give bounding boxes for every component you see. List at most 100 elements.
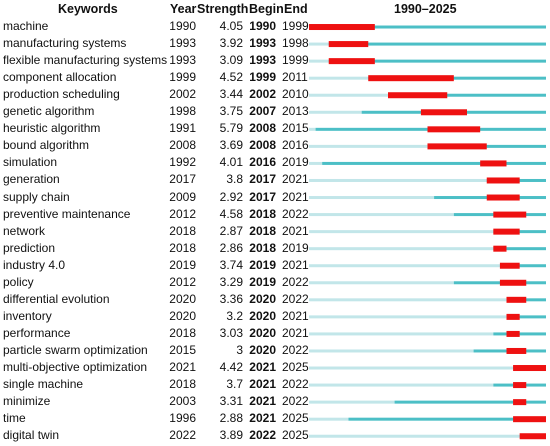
- keyword-cell: performance: [3, 325, 71, 340]
- table-row: minimize 2003 3.31 2021 2022: [0, 393, 550, 410]
- strength-cell: 4.05: [219, 19, 243, 33]
- table-row: simulation 1992 4.01 2016 2019: [0, 154, 550, 171]
- active-segment: [394, 400, 546, 404]
- active-segment: [348, 417, 546, 421]
- header-keywords: Keywords: [58, 2, 118, 16]
- end-cell: 2019: [282, 240, 309, 255]
- end-cell: 2025: [282, 360, 309, 374]
- strength-cell: 2.92: [219, 189, 243, 204]
- year-cell: 2008: [169, 138, 196, 153]
- active-segment: [368, 76, 546, 80]
- begin-cell: 2021: [249, 360, 276, 374]
- active-segment: [453, 281, 546, 285]
- keyword-cell: component allocation: [3, 70, 117, 85]
- inactive-segment: [309, 366, 514, 370]
- active-segment: [388, 93, 546, 97]
- keyword-cell: genetic algorithm: [3, 104, 95, 119]
- inactive-segment: [309, 264, 500, 268]
- begin-cell: 1993: [249, 53, 276, 68]
- burst-bar: [513, 382, 527, 389]
- inactive-segment: [309, 161, 323, 165]
- year-cell: 1991: [169, 121, 196, 136]
- table-row: machine 1990 4.05 1990 1999: [0, 18, 550, 35]
- burst-bar: [388, 92, 448, 99]
- inactive-segment: [309, 178, 487, 182]
- strength-cell: 4.01: [219, 155, 243, 170]
- keyword-cell: industry 4.0: [3, 257, 66, 272]
- header-year: Year: [170, 2, 197, 16]
- begin-cell: 2022: [249, 428, 276, 443]
- header-end: End: [284, 2, 308, 16]
- end-cell: 1999: [282, 19, 309, 33]
- end-cell: 2021: [282, 189, 309, 204]
- strength-cell: 3.7: [226, 377, 243, 392]
- year-cell: 2020: [169, 291, 196, 306]
- strength-cell: 3.69: [219, 138, 243, 153]
- end-cell: 2022: [282, 394, 309, 409]
- keyword-cell: minimize: [3, 394, 51, 409]
- strength-cell: 5.79: [219, 121, 243, 136]
- keyword-cell: time: [3, 411, 26, 426]
- begin-cell: 2020: [249, 291, 276, 306]
- keyword-cell: single machine: [3, 377, 84, 392]
- strength-cell: 3.29: [219, 274, 243, 289]
- burst-bar: [493, 228, 520, 235]
- strength-cell: 3.03: [219, 325, 243, 340]
- begin-cell: 2007: [249, 104, 276, 119]
- year-cell: 2021: [169, 360, 196, 374]
- table-row: bound algorithm 2008 3.69 2008 2016: [0, 137, 550, 154]
- burst-bar: [493, 211, 527, 218]
- keyword-cell: preventive maintenance: [3, 206, 131, 221]
- strength-cell: 3.8: [226, 172, 243, 187]
- begin-cell: 2018: [249, 240, 276, 255]
- year-cell: 2018: [169, 240, 196, 255]
- year-cell: 2017: [169, 172, 196, 187]
- burst-bar: [519, 433, 546, 440]
- burst-bar: [427, 126, 481, 133]
- year-cell: 1990: [169, 19, 196, 33]
- keyword-cell: network: [3, 223, 46, 238]
- end-cell: 2010: [282, 87, 309, 102]
- begin-cell: 2017: [249, 172, 276, 187]
- keyword-cell: generation: [3, 172, 60, 187]
- inactive-segment: [309, 434, 520, 438]
- year-cell: 1996: [169, 411, 196, 426]
- table-row: component allocation 1999 4.52 1999 2011: [0, 69, 550, 86]
- year-cell: 1993: [169, 36, 196, 51]
- end-cell: 2022: [282, 342, 309, 357]
- strength-cell: 4.42: [219, 360, 243, 374]
- begin-cell: 2008: [249, 138, 276, 153]
- burst-bar: [506, 313, 520, 320]
- begin-cell: 2019: [249, 274, 276, 289]
- header-timeline-range: 1990–2025: [394, 2, 457, 16]
- burst-bar: [506, 330, 520, 337]
- burst-bar: [309, 24, 375, 31]
- end-cell: 2021: [282, 172, 309, 187]
- keyword-cell: multi-objective optimization: [3, 360, 148, 374]
- begin-cell: 2020: [249, 325, 276, 340]
- table-row: heuristic algorithm 1991 5.79 2008 2015: [0, 120, 550, 137]
- burst-bar: [513, 365, 546, 372]
- table-row: generation 2017 3.8 2017 2021: [0, 171, 550, 188]
- end-cell: 2021: [282, 223, 309, 238]
- inactive-segment: [309, 400, 395, 404]
- end-cell: 1998: [282, 36, 309, 51]
- table-row: preventive maintenance 2012 4.58 2018 2022: [0, 206, 550, 223]
- burst-bar: [493, 245, 507, 252]
- year-cell: 1999: [169, 70, 196, 85]
- burst-bar: [328, 58, 375, 65]
- end-cell: 2025: [282, 411, 309, 426]
- begin-cell: 2020: [249, 342, 276, 357]
- active-segment: [328, 42, 546, 46]
- end-cell: 2015: [282, 121, 309, 136]
- keyword-cell: simulation: [3, 155, 58, 170]
- begin-cell: 2019: [249, 257, 276, 272]
- table-row: flexible manufacturing systems 1993 3.09 19…: [0, 52, 550, 69]
- active-segment: [309, 25, 546, 29]
- burst-bar: [513, 416, 546, 423]
- burst-bar: [506, 347, 527, 354]
- burst-bar: [480, 160, 507, 167]
- end-cell: 1999: [282, 53, 309, 68]
- begin-cell: 1990: [249, 19, 276, 33]
- end-cell: 2021: [282, 257, 309, 272]
